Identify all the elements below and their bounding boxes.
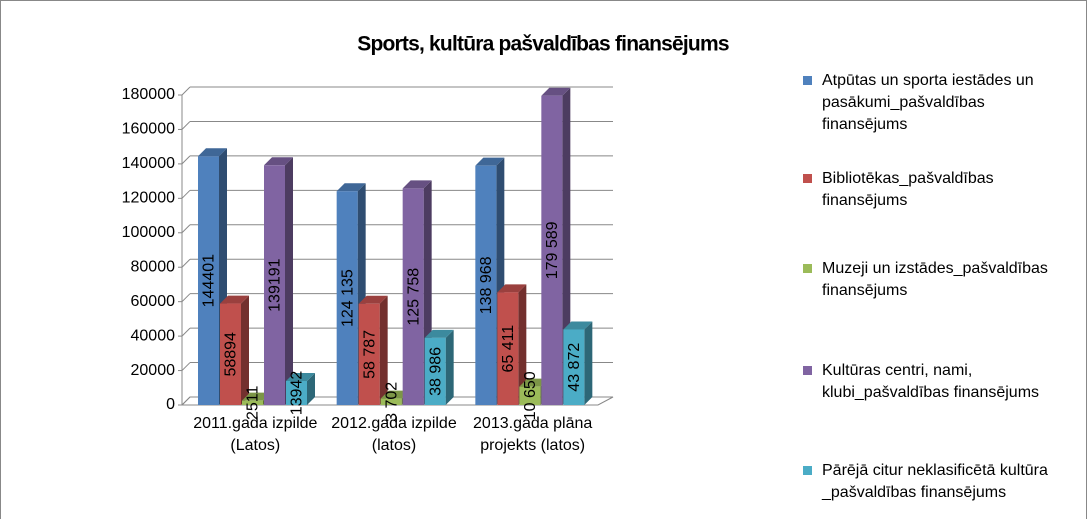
data-label: 58 787: [361, 330, 378, 379]
legend-label: Kultūras centri, nami, klubi_pašvaldības…: [822, 362, 1040, 401]
y-tick-label: 60000: [131, 293, 176, 310]
data-label: 3 702: [383, 382, 400, 422]
bar-side: [379, 295, 388, 405]
bar: [336, 191, 358, 405]
legend-swatch: [803, 366, 812, 375]
bar: [519, 386, 541, 405]
data-label: 65 411: [500, 325, 517, 373]
grid-line: [181, 86, 191, 96]
bar: [198, 156, 219, 405]
grid-line: [181, 155, 191, 165]
legend-item: Muzeji un izstādes_pašvaldības finansēju…: [803, 258, 1073, 302]
data-label: 179 589: [544, 221, 561, 279]
bar-top: [336, 183, 366, 192]
legend-item: Atpūtas un sporta iestādes un pasākumi_p…: [803, 70, 1073, 136]
bar-top: [563, 321, 593, 330]
data-label: 58894: [223, 332, 240, 377]
data-label: 13942: [289, 371, 306, 416]
bar: [563, 329, 585, 405]
bar-side: [518, 284, 527, 405]
bar-top: [541, 87, 571, 96]
bar-top: [286, 372, 315, 381]
bar-top: [358, 295, 388, 304]
y-tick-label: 140000: [122, 155, 175, 172]
y-tick-label: 160000: [122, 121, 175, 138]
grid-line: [181, 293, 191, 303]
chart-title: Sports, kultūra pašvaldības finansējums: [357, 33, 729, 56]
data-label: 138 968: [478, 256, 495, 314]
bar: [475, 165, 497, 405]
data-label: 124 135: [339, 269, 356, 327]
y-tick-label: 180000: [122, 86, 175, 103]
grid-line: [181, 362, 191, 371]
bar: [402, 188, 424, 405]
bar-side: [584, 321, 593, 405]
bar: [358, 303, 380, 405]
x-tick-label: 2011.gada izpilde (Latos): [193, 415, 322, 454]
bar-top: [475, 157, 505, 166]
bar-top: [380, 390, 410, 399]
y-tick-label: 120000: [122, 190, 175, 207]
legend-item: Pārējā citur neklasificētā kultūra _pašv…: [803, 460, 1073, 504]
bar-side: [307, 372, 315, 405]
bar: [497, 292, 519, 405]
data-label: 43 872: [566, 343, 583, 392]
bar: [220, 303, 241, 405]
legend-swatch: [803, 466, 812, 475]
data-label: 139191: [267, 258, 284, 311]
legend-swatch: [803, 76, 812, 85]
grid-line: [181, 121, 191, 130]
y-tick-label: 40000: [131, 327, 176, 344]
legend-label: Muzeji un izstādes_pašvaldības finansēju…: [822, 260, 1048, 299]
bar: [424, 337, 446, 405]
bar-side: [241, 295, 249, 405]
data-label: 10 650: [522, 371, 539, 420]
legend-swatch: [803, 174, 812, 183]
grid-line: [181, 189, 191, 199]
x-tick-label: 2013.gada plāna projekts (latos): [473, 415, 597, 454]
legend-item: Bibliotēkas_pašvaldības finansējums: [803, 168, 1073, 212]
legend-label: Atpūtas un sporta iestādes un pasākumi_p…: [822, 72, 1034, 133]
data-label: 125 758: [405, 268, 422, 326]
bar: [286, 380, 307, 405]
legend-swatch: [803, 264, 812, 273]
bar-top: [198, 148, 227, 157]
y-tick-label: 20000: [131, 362, 176, 379]
grid-line: [181, 258, 191, 268]
y-tick-label: 0: [166, 396, 175, 413]
bar: [380, 398, 402, 405]
y-tick-label: 80000: [131, 258, 176, 275]
bar-top: [424, 329, 454, 338]
bar-top: [519, 378, 549, 387]
bar-side: [445, 329, 454, 405]
bar: [264, 165, 285, 405]
bar-top: [220, 295, 249, 304]
y-tick-label: 100000: [122, 224, 175, 241]
grid-line: [181, 396, 191, 406]
bar-side: [285, 157, 293, 405]
data-label: 2511: [245, 386, 262, 421]
data-label: 38 986: [427, 347, 444, 396]
grid-line: [181, 327, 191, 337]
grid-line: [181, 224, 191, 234]
legend-item: Kultūras centri, nami, klubi_pašvaldības…: [803, 360, 1073, 404]
bar-top: [242, 392, 271, 401]
bar-top: [497, 284, 527, 293]
data-label: 144401: [201, 254, 218, 307]
bar-top: [402, 180, 432, 189]
x-tick-label: 2012.gada izpilde (latos): [331, 415, 471, 454]
legend-label: Pārējā citur neklasificētā kultūra _pašv…: [822, 462, 1048, 501]
bar: [242, 400, 263, 405]
bar-top: [264, 157, 293, 166]
legend-label: Bibliotēkas_pašvaldības finansējums: [822, 170, 994, 209]
bar: [541, 95, 563, 406]
